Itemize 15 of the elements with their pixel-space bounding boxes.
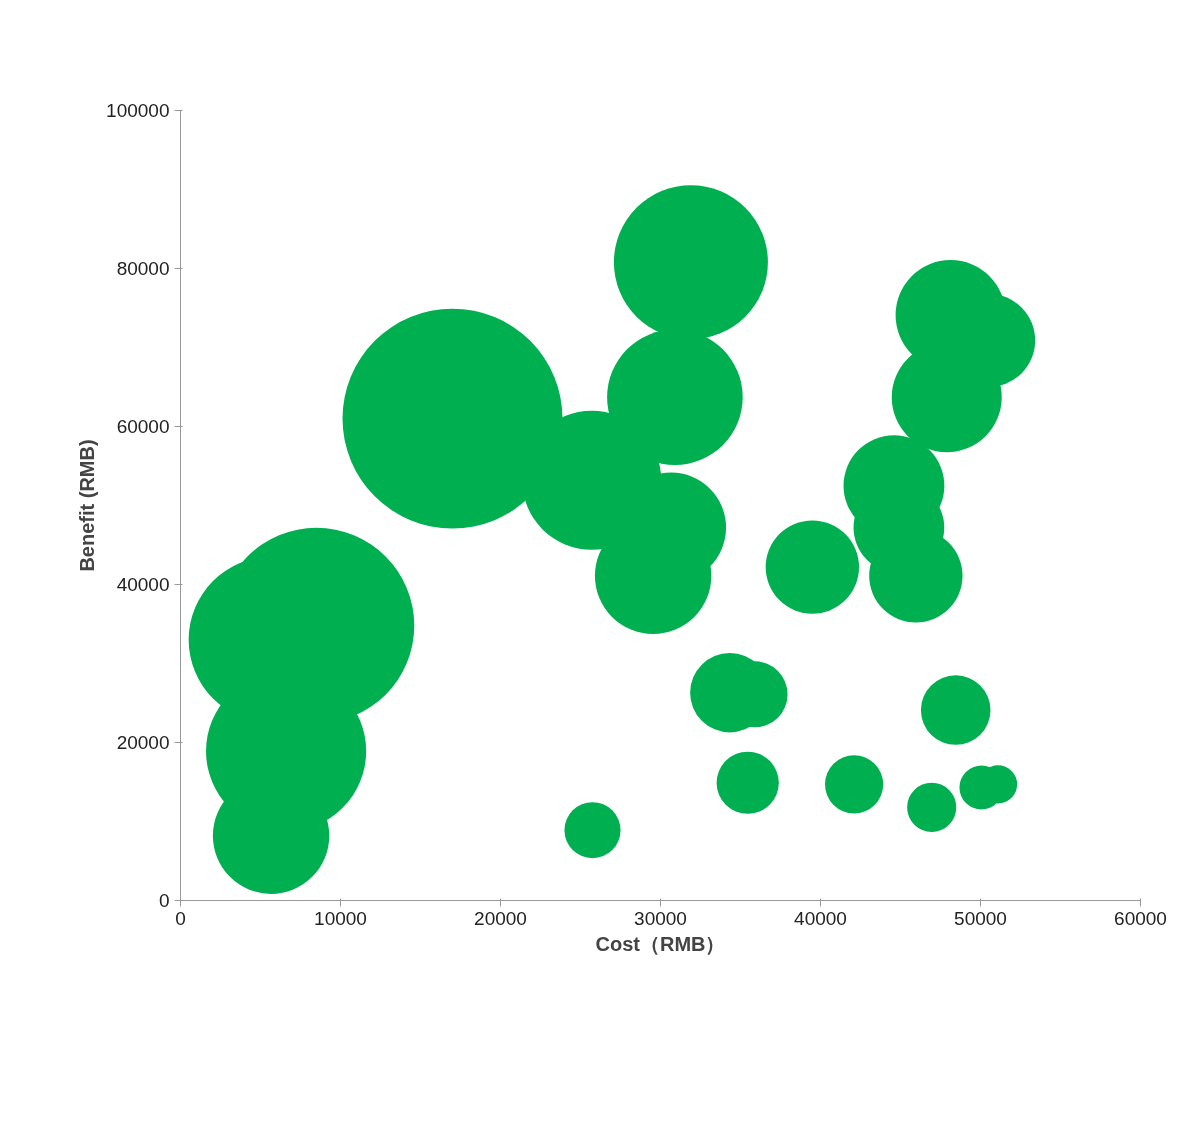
x-tick-label: 20000	[474, 907, 527, 929]
x-axis-title: Cost（RMB）	[595, 932, 726, 955]
x-tick-label: 40000	[794, 907, 847, 929]
y-tick-label: 80000	[116, 258, 170, 279]
y-tick-label: 60000	[116, 416, 170, 437]
y-tick-label: 100000	[106, 100, 170, 121]
y-tick-label: 20000	[116, 732, 170, 753]
x-tick-label: 10000	[314, 907, 367, 929]
x-tick-label: 50000	[954, 907, 1007, 929]
x-tick-label: 0	[175, 907, 186, 929]
y-axis-title: Benefit (RMB)	[76, 439, 99, 572]
y-tick-label: 0	[158, 890, 170, 911]
y-tick-label: 40000	[116, 574, 170, 595]
x-tick-label: 60000	[1114, 907, 1167, 929]
x-tick-label: 30000	[634, 907, 687, 929]
